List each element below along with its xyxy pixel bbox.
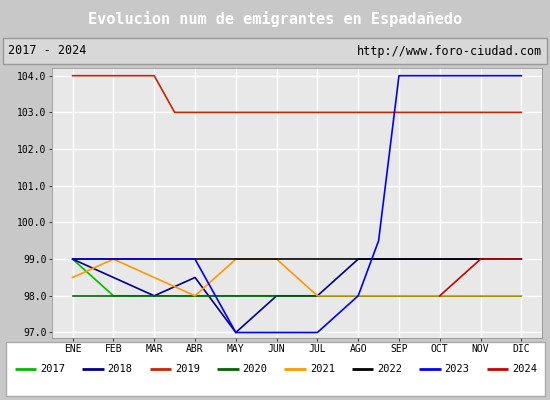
- Text: 2018: 2018: [108, 364, 133, 374]
- Text: 2024: 2024: [512, 364, 537, 374]
- Text: 2019: 2019: [175, 364, 200, 374]
- FancyBboxPatch shape: [3, 38, 547, 64]
- Text: 2017: 2017: [40, 364, 65, 374]
- Text: 2023: 2023: [444, 364, 470, 374]
- Text: 2021: 2021: [310, 364, 335, 374]
- Text: http://www.foro-ciudad.com: http://www.foro-ciudad.com: [356, 44, 542, 58]
- Text: Evolucion num de emigrantes en Espadañedo: Evolucion num de emigrantes en Espadañed…: [88, 11, 462, 27]
- Text: 2017 - 2024: 2017 - 2024: [8, 44, 87, 58]
- Text: 2022: 2022: [377, 364, 402, 374]
- Text: 2020: 2020: [243, 364, 267, 374]
- FancyBboxPatch shape: [6, 342, 544, 396]
